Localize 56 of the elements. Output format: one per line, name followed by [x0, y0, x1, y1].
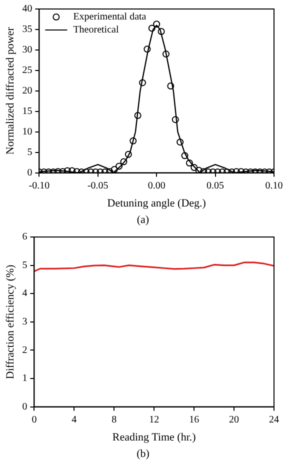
y-tick-label: 30: [22, 44, 32, 56]
x-tick-label: 0.05: [206, 180, 224, 192]
x-tick-label: 4: [72, 414, 77, 426]
y-tick-label: 3: [22, 316, 28, 328]
y-tick-label: 0: [27, 167, 32, 178]
text: (b): [136, 447, 150, 462]
y-tick-label: 6: [22, 232, 28, 243]
y-tick-label: 35: [22, 24, 32, 36]
x-tick-label: 0.00: [148, 180, 166, 192]
point: [148, 24, 156, 32]
y-tick-label: 2: [22, 344, 28, 356]
x-tick-label: 16: [189, 414, 200, 426]
x-axis-title: Reading Time (hr.): [112, 431, 196, 444]
point: [195, 166, 202, 173]
y-tick-label: 25: [22, 65, 32, 76]
x-tick-label: -0.05: [87, 180, 108, 192]
y-axis-title: Diffraction efficiency (%): [4, 264, 16, 380]
y-axis-title: Normalized diffracted power: [4, 26, 16, 155]
y-tick-label: 5: [27, 146, 32, 158]
point: [130, 137, 137, 144]
point: [124, 150, 132, 158]
y-tick-label: 4: [22, 288, 28, 300]
point: [116, 162, 123, 170]
point: [120, 158, 128, 166]
point: [110, 166, 118, 173]
legend-label: Experimental data: [73, 12, 147, 23]
point: [158, 28, 165, 36]
point: [176, 138, 184, 146]
legend-label: Theoretical: [73, 24, 119, 36]
x-tick-label: -0.10: [28, 180, 50, 192]
point: [68, 167, 76, 173]
x-tick-label: 12: [149, 414, 160, 426]
x-tick-label: 24: [269, 414, 279, 426]
text: (a): [136, 213, 150, 228]
y-tick-label: 5: [22, 260, 28, 271]
point: [144, 46, 151, 53]
y-tick-label: 20: [22, 86, 32, 97]
x-tick-label: 8: [112, 414, 117, 426]
point: [186, 159, 193, 166]
x-tick-label: 0.10: [265, 180, 283, 192]
point: [181, 152, 188, 160]
point: [162, 50, 170, 58]
point: [134, 112, 142, 119]
x-tick-label: 20: [229, 414, 240, 426]
y-tick-label: 15: [22, 106, 32, 117]
y-tick-label: 1: [22, 373, 28, 384]
point: [139, 79, 146, 86]
point: [172, 116, 179, 124]
y-tick-label: 10: [22, 126, 32, 138]
x-axis-title: Detuning angle (Deg.): [107, 197, 206, 210]
point: [190, 164, 198, 171]
point: [167, 82, 174, 90]
y-tick-label: 40: [22, 4, 32, 15]
point: [153, 20, 160, 28]
point: [64, 167, 71, 173]
y-tick-label: 0: [22, 401, 28, 412]
